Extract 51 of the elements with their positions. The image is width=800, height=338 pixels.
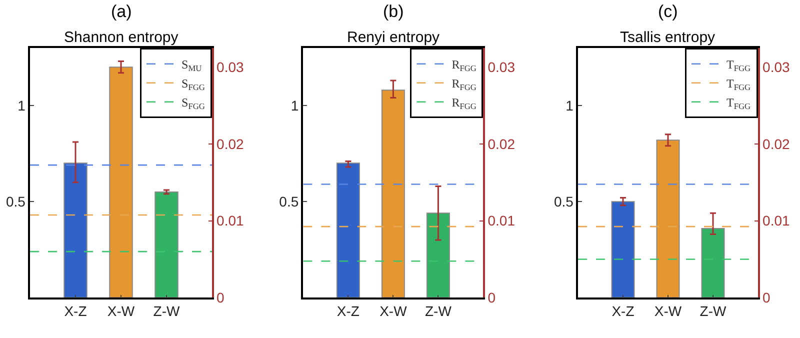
y-tick-label: 0.5 <box>6 193 26 210</box>
y2-tick-label: 0.02 <box>488 136 516 152</box>
chart-title: (c) <box>658 2 678 21</box>
chart-subtitle: Renyi entropy <box>347 29 440 46</box>
x-tick-label: X-Z <box>64 303 88 320</box>
legend-label: S$_{FGG}$ <box>182 96 205 112</box>
y2-tick-label: 0.03 <box>488 58 516 75</box>
legend-label: R$_{FGG}$ <box>452 96 476 112</box>
legend-label: R$_{FGG}$ <box>452 58 476 74</box>
x-tick-label: X-W <box>107 303 136 320</box>
legend-label: T$_{FGG}$ <box>726 58 751 74</box>
y-tick-label: 0.5 <box>554 193 574 210</box>
x-tick-label: Z-W <box>424 303 452 320</box>
chart-subtitle: Tsallis entropy <box>620 29 716 46</box>
bar <box>656 140 680 298</box>
x-tick-label: X-W <box>380 303 408 320</box>
bar <box>64 162 88 298</box>
bar <box>426 212 450 298</box>
x-tick-label: Z-W <box>153 303 180 320</box>
y2-tick-label: 0 <box>488 290 496 306</box>
chart-subtitle: Shannon entropy <box>64 29 179 46</box>
y2-tick-label: 0 <box>216 290 225 306</box>
y2-tick-label: 0.01 <box>762 212 790 229</box>
y-tick-label: 1 <box>566 97 574 114</box>
bar <box>154 191 178 298</box>
chart-title: (a) <box>111 2 132 21</box>
y2-tick-label: 0.03 <box>762 58 790 75</box>
y-tick-label: 0.5 <box>279 193 299 210</box>
legend-label: T$_{FGG}$ <box>726 76 751 92</box>
bar <box>701 228 725 298</box>
y-tick-label: 1 <box>18 97 26 114</box>
bar <box>611 201 635 298</box>
x-tick-label: Z-W <box>700 303 727 320</box>
y-tick-label: 1 <box>290 97 299 114</box>
y2-tick-label: 0.01 <box>216 212 244 229</box>
y2-tick-label: 0.02 <box>216 136 244 152</box>
chart-title: (b) <box>383 2 404 21</box>
y2-tick-label: 0.02 <box>762 136 790 152</box>
x-tick-label: X-Z <box>336 303 360 320</box>
legend-label: S$_{FGG}$ <box>182 76 205 92</box>
bar <box>381 90 405 298</box>
y2-tick-label: 0 <box>762 290 771 306</box>
legend-label: S$_{MU}$ <box>182 58 202 74</box>
y2-tick-label: 0.01 <box>488 212 516 229</box>
bar <box>336 162 360 298</box>
legend-label: R$_{FGG}$ <box>452 76 476 92</box>
legend-label: T$_{FGG}$ <box>726 96 751 112</box>
bar <box>109 66 133 298</box>
x-tick-label: X-Z <box>612 303 635 320</box>
y2-tick-label: 0.03 <box>216 58 244 75</box>
x-tick-label: X-W <box>654 303 682 320</box>
